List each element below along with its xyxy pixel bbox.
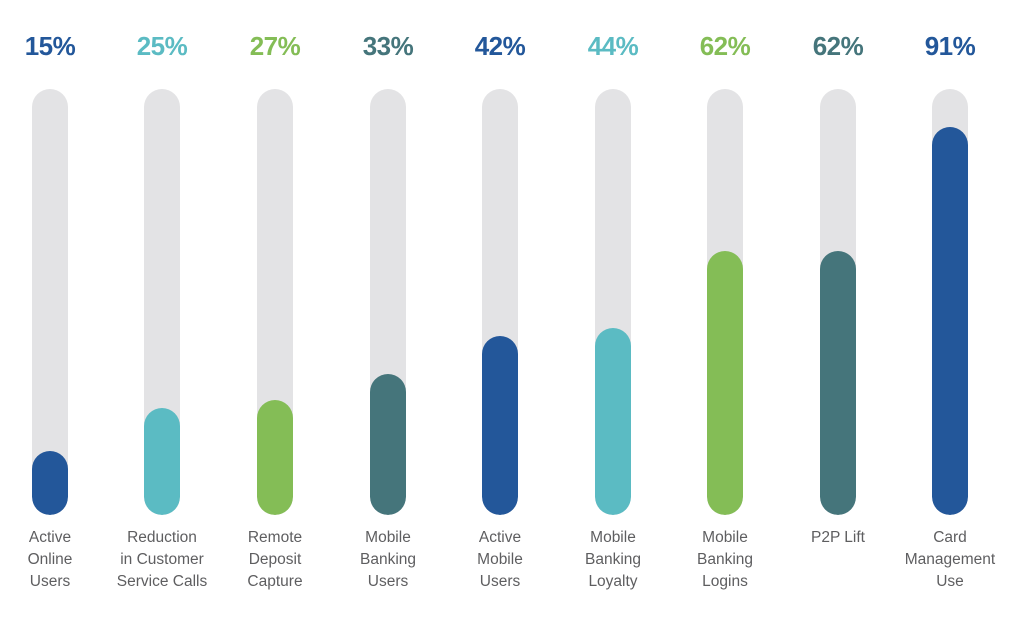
bar bbox=[482, 336, 518, 515]
category-label: Remote Deposit Capture bbox=[205, 527, 345, 593]
category-label: Active Mobile Users bbox=[430, 527, 570, 593]
bar bbox=[932, 127, 968, 515]
category-label-line: Capture bbox=[247, 573, 303, 590]
bar-column: 25% Reduction in Customer Service Calls bbox=[92, 0, 232, 619]
bar-track bbox=[932, 89, 968, 515]
category-label-line: Active bbox=[478, 529, 522, 546]
bar-track bbox=[32, 89, 68, 515]
category-label-line: Reduction bbox=[127, 529, 197, 546]
value-label: 33% bbox=[362, 31, 414, 61]
bar-track bbox=[370, 89, 406, 515]
bar-track bbox=[707, 89, 743, 515]
bar-track bbox=[257, 89, 293, 515]
category-label-line: Loyalty bbox=[588, 573, 638, 590]
category-label-line: Banking bbox=[584, 551, 641, 568]
bar bbox=[595, 328, 631, 515]
category-label-line: Deposit bbox=[248, 551, 302, 568]
category-label-line: P2P Lift bbox=[810, 529, 865, 546]
bar-column: 62% Mobile Banking Logins bbox=[655, 0, 795, 619]
category-label-line: Online bbox=[27, 551, 73, 568]
category-label: Mobile Banking Logins bbox=[655, 527, 795, 593]
category-label-line: Remote bbox=[247, 529, 303, 546]
value-label: 62% bbox=[699, 31, 751, 61]
bar bbox=[32, 451, 68, 515]
value-label: 42% bbox=[474, 31, 526, 61]
bar bbox=[370, 374, 406, 515]
category-label-line: Users bbox=[367, 573, 409, 590]
category-label: Card Management Use bbox=[880, 527, 1020, 593]
bar-track bbox=[144, 89, 180, 515]
bar-column: 15% Active Online Users bbox=[0, 0, 120, 619]
category-label-line: Management bbox=[904, 551, 996, 568]
value-label: 15% bbox=[24, 31, 76, 61]
category-label: Active Online Users bbox=[0, 527, 120, 593]
category-label: Mobile Banking Loyalty bbox=[543, 527, 683, 593]
bar-column: 33% Mobile Banking Users bbox=[318, 0, 458, 619]
category-label-line: Mobile bbox=[365, 529, 411, 546]
value-label: 25% bbox=[136, 31, 188, 61]
category-label: Reduction in Customer Service Calls bbox=[92, 527, 232, 593]
category-label-line: Users bbox=[479, 573, 521, 590]
value-label: 62% bbox=[812, 31, 864, 61]
bar bbox=[257, 400, 293, 515]
category-label-line: Active bbox=[28, 529, 72, 546]
bar-column: 44% Mobile Banking Loyalty bbox=[543, 0, 683, 619]
bar bbox=[820, 251, 856, 515]
category-label-line: Mobile bbox=[477, 551, 523, 568]
category-label-line: Mobile bbox=[590, 529, 636, 546]
value-label: 27% bbox=[249, 31, 301, 61]
bar-track bbox=[482, 89, 518, 515]
category-label-line: in Customer bbox=[120, 551, 204, 568]
value-label: 91% bbox=[924, 31, 976, 61]
category-label-line: Card bbox=[933, 529, 967, 546]
category-label: P2P Lift bbox=[768, 527, 908, 549]
category-label-line: Users bbox=[29, 573, 71, 590]
category-label-line: Mobile bbox=[702, 529, 748, 546]
bar-track bbox=[820, 89, 856, 515]
category-label-line: Service Calls bbox=[116, 573, 208, 590]
bar-column: 62% P2P Lift bbox=[768, 0, 908, 619]
bar-track bbox=[595, 89, 631, 515]
bar bbox=[144, 408, 180, 515]
bar-column: 91% Card Management Use bbox=[880, 0, 1020, 619]
category-label-line: Use bbox=[936, 573, 964, 590]
category-label-line: Banking bbox=[696, 551, 753, 568]
category-label: Mobile Banking Users bbox=[318, 527, 458, 593]
category-label-line: Logins bbox=[702, 573, 748, 590]
bar-column: 42% Active Mobile Users bbox=[430, 0, 570, 619]
bar bbox=[707, 251, 743, 515]
category-label-line: Banking bbox=[359, 551, 416, 568]
bar-column: 27% Remote Deposit Capture bbox=[205, 0, 345, 619]
value-label: 44% bbox=[587, 31, 639, 61]
